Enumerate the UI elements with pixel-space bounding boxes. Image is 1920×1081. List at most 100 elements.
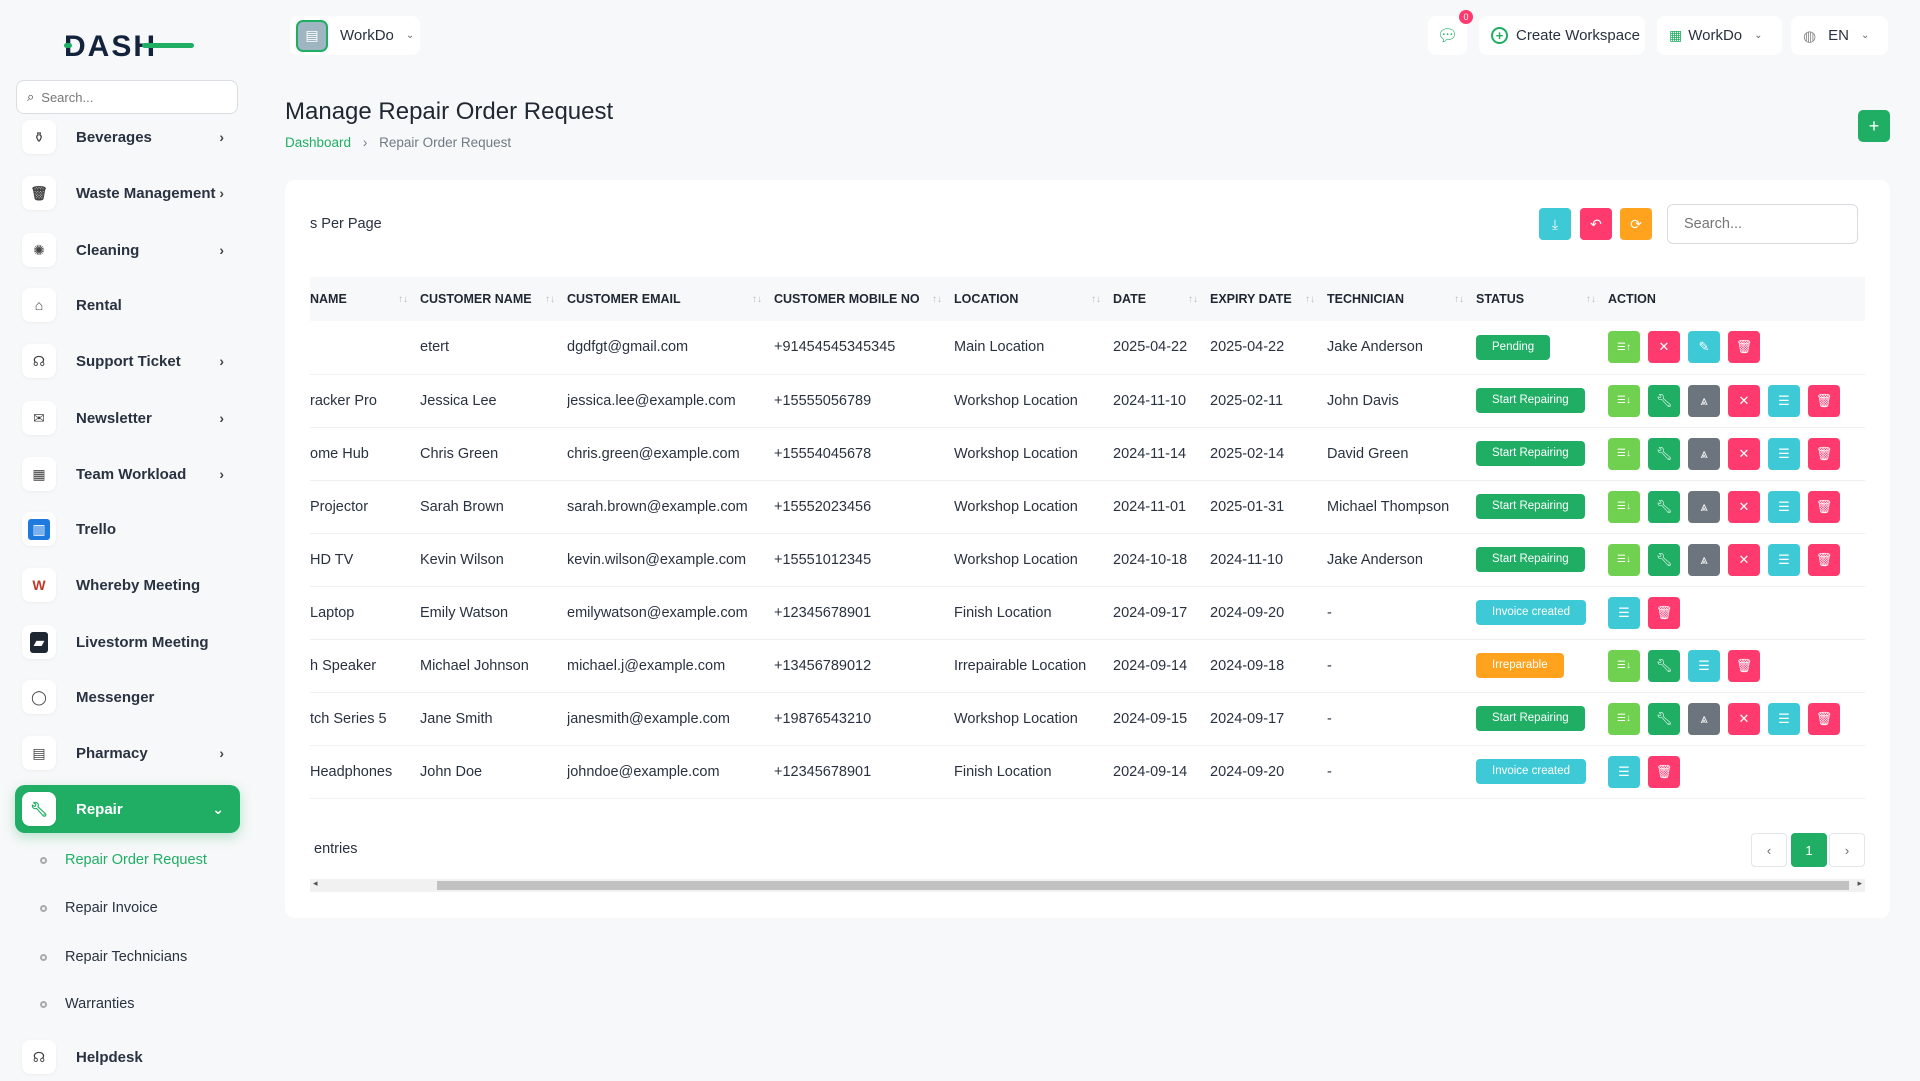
column-header-customer-email[interactable]: CUSTOMER EMAIL ↑↓ <box>567 277 774 321</box>
edit-button[interactable]: ✎ <box>1688 331 1720 364</box>
close-button[interactable]: ✕ <box>1728 437 1760 470</box>
pagination-page-1[interactable]: 1 <box>1791 833 1827 867</box>
wrench-button[interactable]: 🔧︎ <box>1648 702 1680 735</box>
list-button[interactable]: ☰ <box>1608 755 1640 788</box>
workspace-menu[interactable]: ▦ WorkDo ⌄ <box>1657 16 1782 55</box>
column-header-name[interactable]: NAME ↑↓ <box>310 277 420 321</box>
sidebar-subitem-warranties[interactable]: Warranties <box>40 996 135 1012</box>
delete-button[interactable]: 🗑︎ <box>1808 702 1840 735</box>
delete-button[interactable]: 🗑︎ <box>1728 649 1760 682</box>
wrench-button[interactable]: 🔧︎ <box>1648 490 1680 523</box>
pagination-prev[interactable]: ‹ <box>1751 833 1787 867</box>
sidebar-item-rental[interactable]: ⌂ Rental <box>15 281 240 329</box>
breadcrumb-dashboard[interactable]: Dashboard <box>285 135 352 150</box>
sort-icon[interactable]: ↑↓ <box>1586 293 1596 305</box>
close-button[interactable]: ✕ <box>1728 702 1760 735</box>
sidebar-item-support-ticket[interactable]: ☊ Support Ticket › <box>15 337 240 385</box>
sort-icon[interactable]: ↑↓ <box>545 293 555 305</box>
sidebar-item-pharmacy[interactable]: ▤ Pharmacy › <box>15 729 240 777</box>
list-button[interactable]: ☰ <box>1768 543 1800 576</box>
sidebar-subitem-repair-order-request[interactable]: Repair Order Request <box>40 852 207 868</box>
signal-button[interactable]: ⩓ <box>1688 437 1720 470</box>
delete-button[interactable]: 🗑︎ <box>1808 384 1840 417</box>
scroll-right-arrow-icon[interactable]: ▸ <box>1857 878 1862 888</box>
sidebar-item-messenger[interactable]: ◯ Messenger <box>15 673 240 721</box>
reset-button[interactable]: ↶ <box>1580 208 1612 240</box>
dash-logo[interactable]: DASH <box>64 28 194 62</box>
pagination-next[interactable]: › <box>1829 833 1865 867</box>
sort-down-button[interactable]: ☰↓ <box>1608 384 1640 417</box>
column-header-customer-name[interactable]: CUSTOMER NAME ↑↓ <box>420 277 567 321</box>
table-search-input[interactable] <box>1667 204 1858 244</box>
wrench-button[interactable]: 🔧︎ <box>1648 649 1680 682</box>
list-button[interactable]: ☰ <box>1768 490 1800 523</box>
wrench-button[interactable]: 🔧︎ <box>1648 384 1680 417</box>
sidebar-search-input[interactable]: ⌕ Search... <box>16 80 238 114</box>
export-button[interactable]: ⤓ <box>1539 208 1571 240</box>
sort-down-button[interactable]: ☰↓ <box>1608 649 1640 682</box>
add-button[interactable]: + <box>1858 110 1890 142</box>
sidebar-item-label: Repair <box>76 800 123 818</box>
column-header-location[interactable]: LOCATION ↑↓ <box>954 277 1113 321</box>
delete-button[interactable]: 🗑︎ <box>1728 331 1760 364</box>
sidebar-item-helpdesk[interactable]: ☊ Helpdesk <box>15 1033 240 1081</box>
workspace-switcher[interactable]: ▤ WorkDo ⌄ <box>290 16 420 55</box>
list-button[interactable]: ☰ <box>1688 649 1720 682</box>
reload-button[interactable]: ⟳ <box>1620 208 1652 240</box>
wrench-button[interactable]: 🔧︎ <box>1648 437 1680 470</box>
sidebar-item-newsletter[interactable]: ✉ Newsletter › <box>15 394 240 442</box>
sort-icon[interactable]: ↑↓ <box>1091 293 1101 305</box>
sidebar-item-trello[interactable]: ▥ Trello <box>15 505 240 553</box>
signal-button[interactable]: ⩓ <box>1688 384 1720 417</box>
sidebar-item-whereby-meeting[interactable]: W Whereby Meeting <box>15 561 240 609</box>
sort-down-button[interactable]: ☰↓ <box>1608 702 1640 735</box>
sidebar-item-team-workload[interactable]: ▦ Team Workload › <box>15 450 240 498</box>
list-button[interactable]: ☰ <box>1608 596 1640 629</box>
sidebar-item-cleaning[interactable]: ✺ Cleaning › <box>15 226 240 274</box>
delete-button[interactable]: 🗑︎ <box>1648 596 1680 629</box>
delete-button[interactable]: 🗑︎ <box>1648 755 1680 788</box>
signal-button[interactable]: ⩓ <box>1688 702 1720 735</box>
signal-button[interactable]: ⩓ <box>1688 490 1720 523</box>
column-header-expiry-date[interactable]: EXPIRY DATE ↑↓ <box>1210 277 1327 321</box>
sort-icon[interactable]: ↑↓ <box>1188 293 1198 305</box>
sidebar-item-waste-management[interactable]: 🗑︎ Waste Management › <box>15 169 240 217</box>
sort-icon[interactable]: ↑↓ <box>1305 293 1315 305</box>
sort-icon[interactable]: ↑↓ <box>752 293 762 305</box>
close-button[interactable]: ✕ <box>1648 331 1680 364</box>
sort-icon[interactable]: ↑↓ <box>932 293 942 305</box>
signal-button[interactable]: ⩓ <box>1688 543 1720 576</box>
sort-down-button[interactable]: ☰↓ <box>1608 437 1640 470</box>
column-header-date[interactable]: DATE ↑↓ <box>1113 277 1210 321</box>
close-button[interactable]: ✕ <box>1728 490 1760 523</box>
list-button[interactable]: ☰ <box>1768 702 1800 735</box>
breadcrumb-separator-icon: › <box>362 135 368 150</box>
close-button[interactable]: ✕ <box>1728 384 1760 417</box>
wrench-button[interactable]: 🔧︎ <box>1648 543 1680 576</box>
sort-icon[interactable]: ↑↓ <box>1454 293 1464 305</box>
sidebar-item-livestorm-meeting[interactable]: ▰ Livestorm Meeting <box>15 618 240 666</box>
delete-button[interactable]: 🗑︎ <box>1808 490 1840 523</box>
sort-down-button[interactable]: ☰↓ <box>1608 490 1640 523</box>
create-workspace-button[interactable]: + Create Workspace <box>1479 16 1645 55</box>
sidebar-subitem-repair-invoice[interactable]: Repair Invoice <box>40 900 158 916</box>
sidebar-item-repair[interactable]: 🔧︎ Repair ⌄ <box>15 785 240 833</box>
scrollbar-thumb[interactable] <box>437 881 1849 890</box>
sort-icon[interactable]: ↑↓ <box>398 293 408 305</box>
messages-button[interactable]: 💬︎ 0 <box>1428 10 1473 55</box>
sidebar-subitem-repair-technicians[interactable]: Repair Technicians <box>40 949 187 965</box>
scroll-left-arrow-icon[interactable]: ◂ <box>313 878 318 888</box>
delete-button[interactable]: 🗑︎ <box>1808 437 1840 470</box>
column-header-status[interactable]: STATUS ↑↓ <box>1476 277 1608 321</box>
delete-button[interactable]: 🗑︎ <box>1808 543 1840 576</box>
language-selector[interactable]: ◍ EN ⌄ <box>1791 16 1888 55</box>
horizontal-scrollbar[interactable]: ◂ ▸ <box>310 878 1865 892</box>
column-header-technician[interactable]: TECHNICIAN ↑↓ <box>1327 277 1476 321</box>
sort-up-button[interactable]: ☰↑ <box>1608 331 1640 364</box>
list-button[interactable]: ☰ <box>1768 384 1800 417</box>
list-button[interactable]: ☰ <box>1768 437 1800 470</box>
sort-down-button[interactable]: ☰↓ <box>1608 543 1640 576</box>
sidebar-item-beverages[interactable]: ⚱ Beverages › <box>15 113 240 161</box>
column-header-customer-mobile-no[interactable]: CUSTOMER MOBILE NO ↑↓ <box>774 277 954 321</box>
close-button[interactable]: ✕ <box>1728 543 1760 576</box>
